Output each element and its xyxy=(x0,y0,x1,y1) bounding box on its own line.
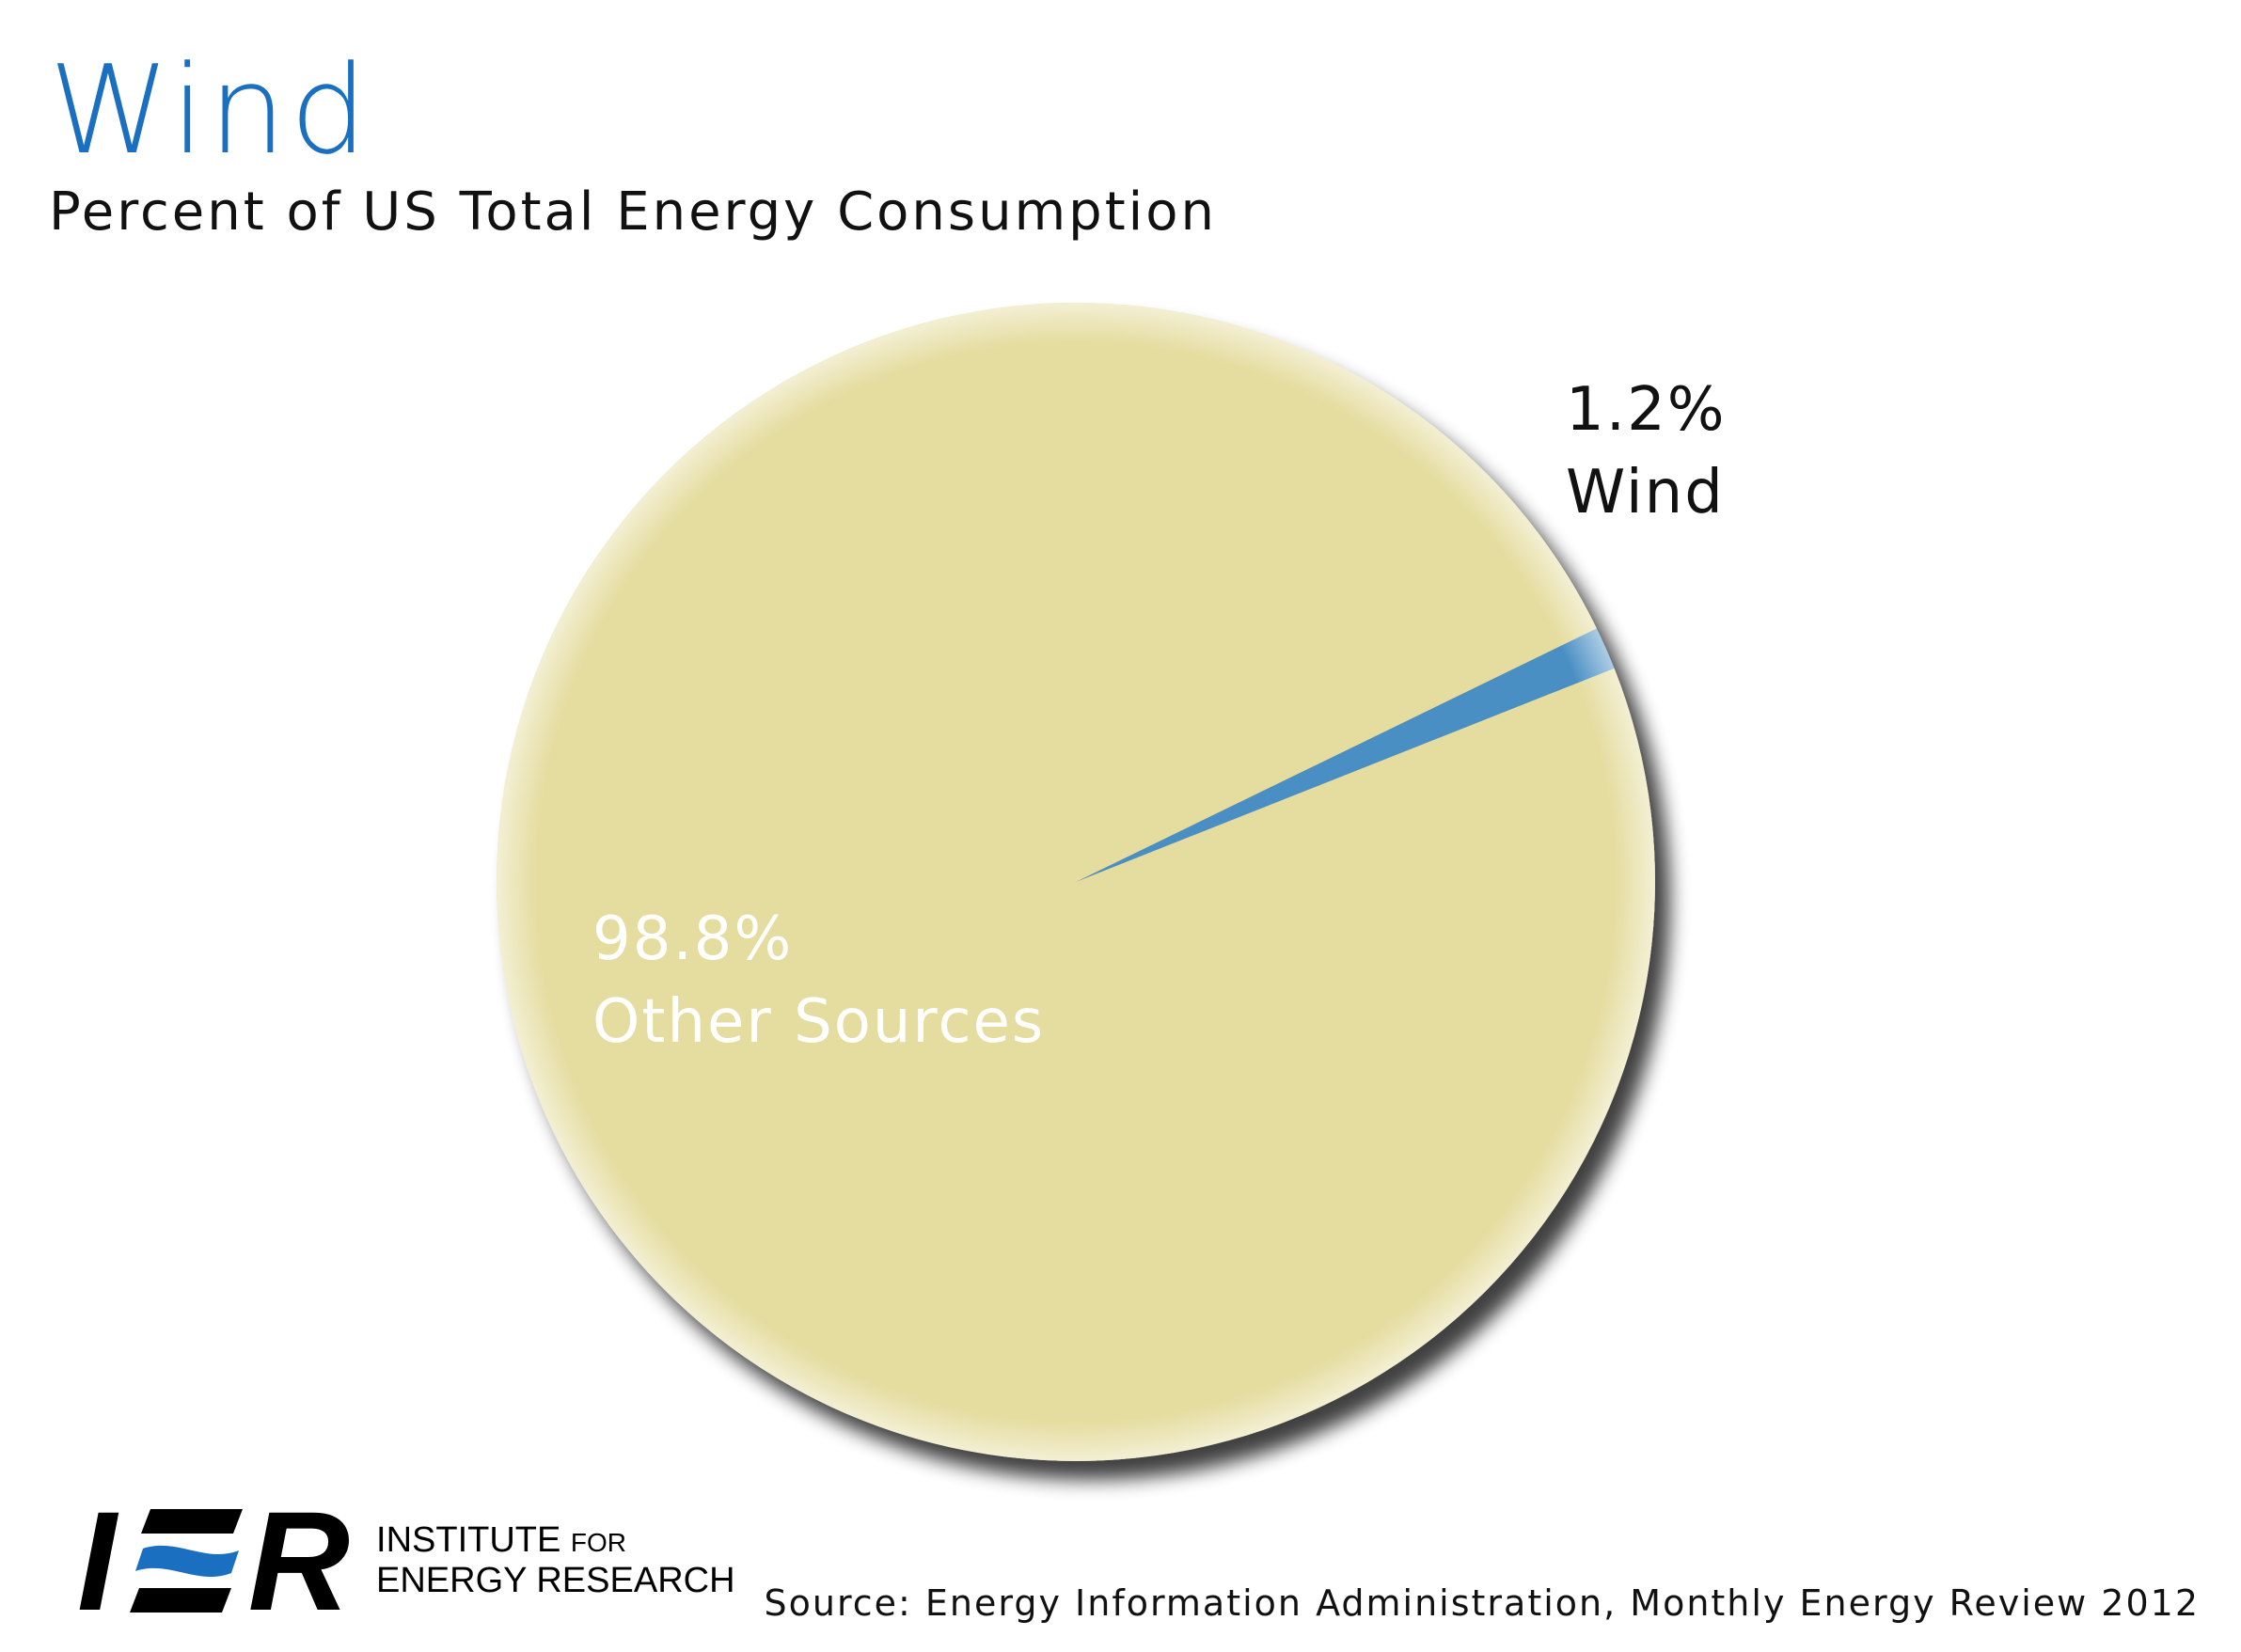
ier-logo: I R INSTITUTE FOR ENERGY RESEARCH xyxy=(77,1490,735,1631)
logo-letter-i: I xyxy=(77,1482,117,1640)
chart-subtitle: Percent of US Total Energy Consumption xyxy=(49,181,1217,243)
logo-line2: ENERGY RESEARCH xyxy=(376,1561,735,1600)
other-slice-label: 98.8% Other Sources xyxy=(592,898,1045,1064)
other-slice-percent: 98.8% xyxy=(592,905,794,974)
wind-slice-percent: 1.2% xyxy=(1566,375,1727,445)
logo-e-stripes-icon xyxy=(129,1509,243,1613)
pie-slice-other xyxy=(496,302,1655,1461)
wind-slice-name: Wind xyxy=(1566,458,1725,528)
logo-letter-r: R xyxy=(247,1482,351,1640)
other-slice-name: Other Sources xyxy=(592,987,1046,1058)
logo-line1-small: FOR xyxy=(570,1528,627,1558)
ier-logo-mark: I R xyxy=(77,1490,350,1631)
source-note: Source: Energy Information Administratio… xyxy=(764,1582,2200,1624)
wind-slice-label: 1.2% Wind xyxy=(1566,369,1727,535)
chart-title: Wind xyxy=(49,39,371,181)
logo-line1: INSTITUTE xyxy=(376,1520,561,1561)
logo-text: INSTITUTE FOR ENERGY RESEARCH xyxy=(376,1520,735,1600)
